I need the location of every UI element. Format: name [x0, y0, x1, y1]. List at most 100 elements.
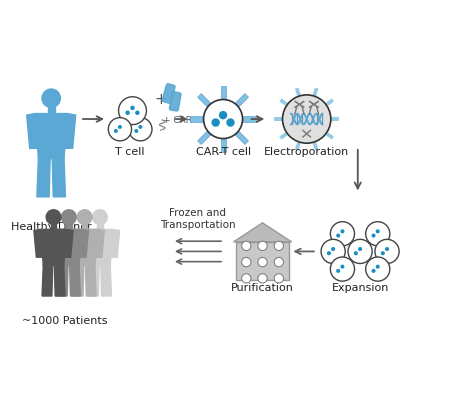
Polygon shape	[56, 229, 82, 265]
Polygon shape	[236, 131, 248, 145]
Polygon shape	[42, 265, 53, 296]
Text: Healthy Donor: Healthy Donor	[11, 222, 91, 232]
Circle shape	[372, 234, 375, 237]
Circle shape	[118, 126, 121, 128]
Polygon shape	[52, 158, 65, 197]
Polygon shape	[87, 229, 113, 265]
Circle shape	[46, 210, 61, 225]
Circle shape	[258, 257, 267, 267]
Circle shape	[341, 265, 344, 268]
Polygon shape	[326, 132, 334, 140]
FancyBboxPatch shape	[51, 225, 56, 229]
FancyBboxPatch shape	[162, 84, 175, 103]
Circle shape	[42, 89, 60, 107]
Circle shape	[242, 257, 251, 267]
Circle shape	[242, 241, 251, 251]
FancyBboxPatch shape	[97, 225, 103, 229]
Circle shape	[131, 107, 134, 109]
Polygon shape	[65, 114, 76, 148]
Circle shape	[258, 241, 267, 251]
Circle shape	[212, 119, 219, 126]
Circle shape	[283, 95, 331, 143]
Polygon shape	[111, 229, 119, 257]
Polygon shape	[72, 229, 98, 265]
Circle shape	[386, 248, 388, 250]
Polygon shape	[220, 86, 226, 99]
Circle shape	[203, 99, 243, 139]
Polygon shape	[57, 265, 68, 296]
Polygon shape	[236, 93, 248, 107]
Circle shape	[337, 270, 339, 272]
Circle shape	[337, 234, 339, 237]
Polygon shape	[81, 229, 89, 257]
Circle shape	[341, 230, 344, 233]
Circle shape	[330, 222, 355, 246]
Circle shape	[274, 257, 283, 267]
Text: Purification: Purification	[231, 282, 294, 293]
Polygon shape	[331, 117, 339, 121]
Text: Frozen and
Transportation: Frozen and Transportation	[160, 208, 236, 230]
Circle shape	[77, 210, 92, 225]
Circle shape	[136, 111, 139, 114]
Polygon shape	[35, 114, 67, 158]
Polygon shape	[65, 229, 73, 257]
Text: +: +	[154, 92, 167, 107]
Circle shape	[274, 241, 283, 251]
Circle shape	[227, 119, 234, 126]
Polygon shape	[65, 229, 73, 257]
Polygon shape	[55, 265, 65, 296]
Polygon shape	[190, 116, 203, 122]
FancyBboxPatch shape	[169, 92, 181, 111]
Text: + CAR: + CAR	[163, 116, 191, 126]
Polygon shape	[37, 158, 50, 197]
Polygon shape	[312, 142, 319, 150]
Circle shape	[118, 97, 146, 125]
Text: ~1000 Patients: ~1000 Patients	[22, 316, 108, 326]
Polygon shape	[220, 139, 226, 152]
Polygon shape	[49, 229, 57, 257]
Circle shape	[359, 248, 362, 250]
Circle shape	[135, 130, 137, 132]
FancyBboxPatch shape	[47, 107, 55, 114]
Circle shape	[348, 239, 372, 263]
Polygon shape	[27, 114, 37, 148]
Circle shape	[332, 248, 335, 250]
Polygon shape	[198, 131, 211, 145]
Circle shape	[355, 252, 357, 255]
Circle shape	[109, 118, 132, 141]
Polygon shape	[80, 229, 89, 257]
Circle shape	[372, 270, 375, 272]
Polygon shape	[312, 88, 319, 96]
Polygon shape	[274, 117, 282, 121]
Polygon shape	[295, 88, 301, 96]
Circle shape	[92, 210, 107, 225]
Polygon shape	[85, 265, 96, 296]
Polygon shape	[70, 265, 80, 296]
Circle shape	[258, 274, 267, 283]
Text: CAR-T cell: CAR-T cell	[195, 147, 251, 157]
Circle shape	[62, 210, 76, 225]
Circle shape	[365, 222, 390, 246]
Polygon shape	[73, 265, 84, 296]
Polygon shape	[198, 93, 211, 107]
Circle shape	[139, 126, 142, 128]
Polygon shape	[234, 223, 292, 242]
Polygon shape	[279, 132, 288, 140]
FancyBboxPatch shape	[236, 242, 290, 280]
Text: Electroporation: Electroporation	[264, 147, 349, 157]
Circle shape	[219, 112, 227, 119]
Circle shape	[365, 257, 390, 281]
Circle shape	[274, 274, 283, 283]
Polygon shape	[326, 99, 334, 106]
Circle shape	[321, 239, 345, 263]
Circle shape	[242, 274, 251, 283]
Circle shape	[328, 252, 330, 255]
Circle shape	[126, 111, 129, 114]
Polygon shape	[96, 229, 104, 257]
Circle shape	[382, 252, 384, 255]
Text: T cell: T cell	[115, 147, 145, 157]
Circle shape	[376, 265, 379, 268]
Polygon shape	[295, 142, 301, 150]
Polygon shape	[40, 229, 66, 265]
Polygon shape	[243, 116, 256, 122]
